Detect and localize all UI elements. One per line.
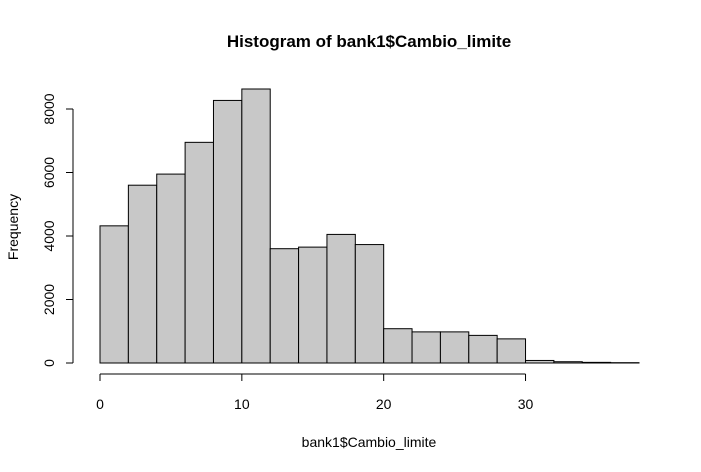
chart-title: Histogram of bank1$Cambio_limite [227, 32, 511, 51]
histogram-bar [525, 359, 555, 364]
histogram-bar [269, 248, 300, 364]
x-tick-label: 0 [96, 396, 104, 412]
histogram-bar [354, 244, 385, 364]
histogram-bar [156, 173, 186, 364]
x-axis: 0 10 20 30 [96, 373, 534, 412]
x-axis-label: bank1$Cambio_limite [302, 434, 437, 450]
y-tick-label: 2000 [41, 284, 57, 315]
histogram-bar [553, 361, 583, 364]
x-tick-label: 20 [376, 396, 392, 412]
y-tick-label: 4000 [41, 220, 57, 251]
y-tick-label: 8000 [41, 93, 57, 124]
histogram-bar [99, 225, 129, 364]
histogram-bar [298, 246, 328, 364]
histogram-bar [241, 88, 271, 364]
histogram-bar [496, 338, 527, 364]
histogram-bar [212, 99, 243, 364]
histogram-bar [468, 334, 498, 364]
histogram-bar [127, 184, 158, 364]
histogram-bar [326, 233, 356, 364]
y-axis-label: Frequency [5, 194, 21, 260]
x-tick-label: 10 [234, 396, 250, 412]
bars-group [99, 88, 640, 364]
histogram-bar [411, 331, 441, 364]
y-tick-label: 0 [41, 359, 57, 367]
histogram-bar [184, 141, 214, 364]
histogram-bar [383, 328, 413, 364]
y-tick-label: 6000 [41, 157, 57, 188]
x-tick-label: 30 [518, 396, 534, 412]
y-axis: 0 2000 4000 6000 8000 [41, 93, 74, 367]
histogram-bar [581, 361, 612, 364]
histogram-bar [439, 331, 470, 364]
